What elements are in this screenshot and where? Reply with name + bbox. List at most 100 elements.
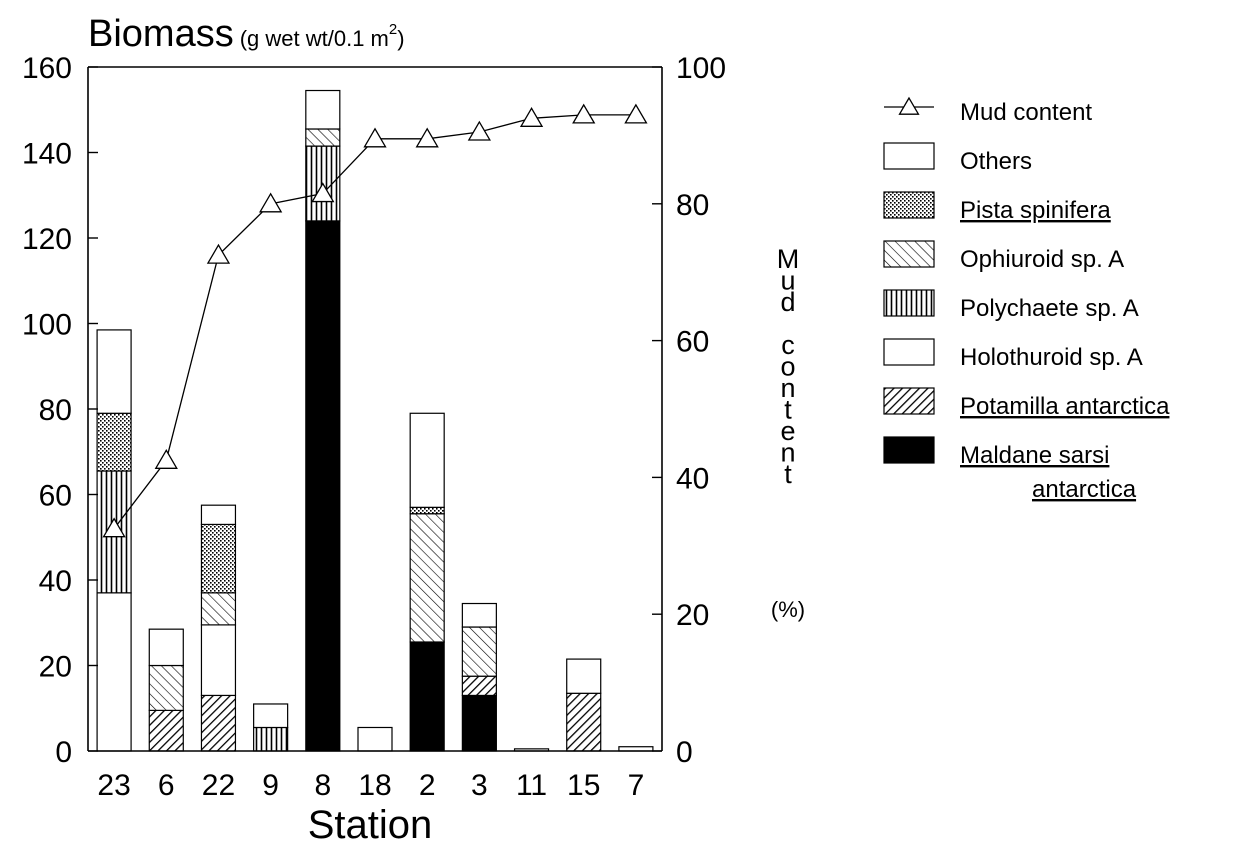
x-tick-label: 6: [158, 769, 175, 802]
bar-segment: [200, 694, 237, 752]
right-axis-label-letter: o: [780, 352, 795, 382]
left-tick-label: 80: [39, 394, 72, 427]
right-tick-label: 20: [676, 599, 709, 632]
bar-segment: [200, 523, 237, 594]
legend-item: Holothuroid sp. A: [883, 338, 1143, 371]
mud-content-line-layer: [102, 103, 648, 538]
x-tick-label: 2: [419, 769, 436, 802]
legend-item: Ophiuroid sp. A: [883, 240, 1124, 273]
x-tick-label: 3: [471, 769, 488, 802]
bar-segment: [148, 709, 184, 752]
left-tick-label: 0: [55, 736, 72, 769]
legend-label: Pista spinifera: [960, 197, 1111, 224]
mud-content-line: [113, 114, 636, 530]
x-tick-label: 9: [262, 769, 279, 802]
bar-segment: [409, 412, 445, 508]
bar-segment: [461, 675, 497, 697]
bar-segment: [96, 592, 132, 752]
legend-item: Potamilla antarctica: [883, 387, 1170, 420]
legend-swatch: [883, 387, 935, 415]
legend-swatch: [883, 191, 935, 219]
left-tick-label: 60: [39, 480, 72, 513]
right-axis-label-letter: u: [780, 266, 795, 296]
left-tick-label: 40: [39, 565, 72, 598]
bar-segment: [566, 658, 602, 694]
legend-label: Ophiuroid sp. A: [960, 246, 1124, 273]
x-tick-label: 23: [97, 769, 130, 802]
x-tick-label: 11: [516, 769, 547, 802]
right-axis-label-letter: t: [784, 459, 792, 489]
bar-segment: [461, 602, 497, 628]
bar-segment: [461, 626, 497, 677]
mud-content-point: [206, 243, 231, 264]
bar-segment: [253, 703, 289, 729]
x-axis-label: Station: [308, 803, 433, 847]
right-axis-label-letter: d: [780, 287, 795, 317]
mud-content-point: [363, 127, 387, 148]
bar-segment: [148, 664, 184, 711]
right-axis-label-letter: M: [777, 244, 800, 274]
right-tick-label: 80: [676, 189, 709, 222]
mud-content-point: [624, 103, 648, 124]
left-tick-label: 100: [22, 309, 72, 342]
mud-content-point: [102, 517, 126, 538]
mud-content-point: [154, 449, 178, 469]
right-tick-label: 100: [676, 52, 726, 85]
legend-label: Maldane sarsi: [960, 442, 1109, 469]
legend-item: Others: [883, 142, 1032, 175]
mud-content-point: [311, 182, 335, 203]
bar-segment: [566, 692, 602, 752]
bars-layer: [96, 89, 654, 752]
legend-swatch: [883, 289, 935, 317]
mud-content-point: [467, 120, 491, 141]
bar-segment: [305, 220, 341, 752]
bar-segment: [409, 506, 445, 515]
chart-title-close: ): [397, 26, 404, 51]
legend-label: Holothuroid sp. A: [960, 344, 1143, 371]
chart-title-unit: (g wet wt/0.1 m: [240, 26, 389, 51]
legend-swatch: [883, 436, 935, 464]
legend-item: Mud content: [884, 96, 1092, 126]
right-axis-label-letter: n: [780, 373, 795, 403]
bar-segment: [96, 329, 132, 414]
bar-segment: [305, 128, 341, 147]
mud-content-point: [519, 107, 544, 127]
bar-segment: [148, 628, 184, 667]
legend-item: Polychaete sp. A: [883, 289, 1139, 322]
legend-label: Others: [960, 148, 1032, 175]
bar-segment: [409, 513, 445, 643]
bar-segment: [357, 726, 393, 752]
right-axis-label-letter: t: [784, 395, 792, 425]
bar-segment: [409, 641, 445, 752]
bar-segment: [96, 412, 132, 472]
legend-label: Mud content: [960, 99, 1092, 126]
right-axis-label-letter: e: [780, 416, 795, 446]
bar-segment: [253, 726, 289, 752]
left-tick-label: 120: [22, 223, 72, 256]
legend-label: Potamilla antarctica: [960, 393, 1170, 420]
legend-swatch: [883, 142, 935, 170]
bar-segment: [200, 624, 237, 697]
mud-content-point: [572, 103, 596, 124]
right-tick-label: 0: [676, 736, 693, 769]
left-tick-label: 20: [39, 651, 72, 684]
x-tick-label: 7: [628, 769, 645, 802]
legend-swatch: [883, 240, 935, 268]
left-tick-label: 160: [22, 52, 72, 85]
legend-label-line2: antarctica: [1032, 476, 1137, 503]
x-tick-label: 8: [314, 769, 331, 802]
mud-content-point: [415, 127, 439, 148]
bar-segment: [200, 592, 237, 626]
right-axis-label-letter: n: [780, 438, 795, 468]
right-tick-label: 60: [676, 326, 709, 359]
x-tick-label: 22: [202, 769, 235, 802]
bar-segment: [200, 504, 237, 526]
chart-title-main: Biomass: [88, 13, 234, 55]
legend-label: Polychaete sp. A: [960, 295, 1139, 322]
legend-triangle-swatch: [898, 96, 920, 115]
chart-title: Biomass (g wet wt/0.1 m2): [88, 13, 405, 55]
legend: Mud content Others Pista spinifera Ophiuroi…: [883, 96, 1170, 503]
